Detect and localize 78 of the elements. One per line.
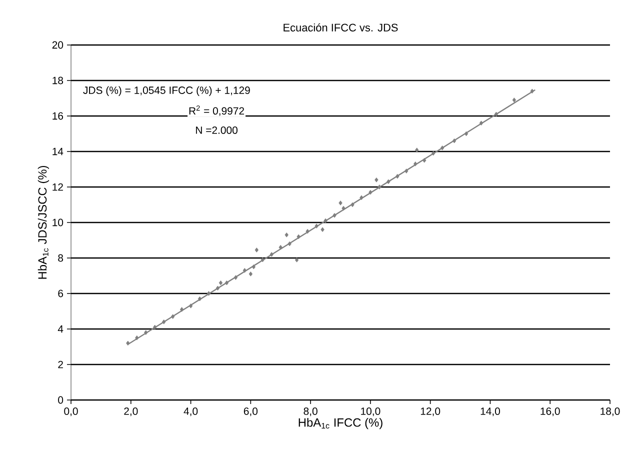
y-tick-label: 10 xyxy=(52,218,64,226)
point xyxy=(242,268,247,273)
point xyxy=(144,330,148,335)
point xyxy=(288,241,292,246)
y-tick-label: 12 xyxy=(52,183,63,191)
point xyxy=(296,234,300,240)
point xyxy=(218,280,223,286)
y-tick-label: 4 xyxy=(58,325,64,333)
point xyxy=(198,296,202,302)
point xyxy=(422,158,426,163)
point xyxy=(216,286,220,291)
x-tick-label: 16,0 xyxy=(540,408,560,416)
point xyxy=(350,202,354,208)
point xyxy=(294,258,299,262)
point xyxy=(415,148,419,152)
point xyxy=(284,232,288,238)
annotation: N =2.000 xyxy=(196,126,238,134)
point xyxy=(306,228,310,234)
annotation: JDS (%) = 1,0545 IFCC (%) + 1,129 xyxy=(83,86,250,96)
point xyxy=(530,88,534,94)
y-tick-label: 6 xyxy=(58,290,64,298)
point xyxy=(153,324,157,330)
point xyxy=(452,138,456,144)
point xyxy=(224,280,229,286)
point xyxy=(360,195,364,200)
x-tick-label: 10,0 xyxy=(361,408,380,416)
x-tick-label: 0,0 xyxy=(64,408,78,416)
point xyxy=(374,177,378,182)
point xyxy=(170,314,175,319)
point xyxy=(254,248,259,252)
y-tick-label: 14 xyxy=(52,148,64,156)
x-tick-label: 4,0 xyxy=(184,408,198,416)
point xyxy=(338,200,342,206)
point xyxy=(234,275,238,280)
y-tick-label: 20 xyxy=(52,41,64,49)
y-tick-label: 8 xyxy=(58,254,64,262)
x-tick-label: 8,0 xyxy=(304,408,318,416)
point xyxy=(440,146,444,150)
y-tick-label: 18 xyxy=(52,76,64,84)
x-tick-label: 14,0 xyxy=(480,408,500,416)
y-tick-label: 16 xyxy=(52,112,64,120)
x-tick-label: 6,0 xyxy=(244,408,258,416)
point xyxy=(180,307,184,312)
x-tick-label: 18,0 xyxy=(600,408,620,416)
point xyxy=(342,206,346,211)
x-tick-label: 12,0 xyxy=(420,408,440,416)
point xyxy=(464,131,468,136)
point xyxy=(162,319,166,324)
x-axis-title: HbA$_{1c}$ IFCC (%) xyxy=(298,418,382,430)
x-tick-label: 2,0 xyxy=(124,408,138,416)
point xyxy=(320,227,324,232)
point xyxy=(206,291,211,296)
y-axis-title: HbA$_{1c}$ JDS/JSCC (%) xyxy=(38,166,50,279)
point xyxy=(260,257,264,262)
point xyxy=(332,212,336,218)
point xyxy=(431,150,436,156)
point xyxy=(414,162,418,166)
point xyxy=(126,340,130,346)
point xyxy=(278,244,282,250)
point xyxy=(270,252,274,257)
point xyxy=(252,264,256,270)
y-tick-label: 2 xyxy=(58,360,63,368)
point xyxy=(404,168,408,174)
point xyxy=(248,272,253,276)
chart-title: Ecuación IFCC vs. JDS xyxy=(284,23,398,32)
point xyxy=(188,304,193,308)
point xyxy=(396,174,400,179)
point xyxy=(368,190,372,195)
point xyxy=(314,224,318,228)
point xyxy=(324,218,328,224)
y-tick-label: 0 xyxy=(58,396,64,404)
point xyxy=(386,179,390,184)
point xyxy=(479,120,484,126)
point xyxy=(135,335,139,340)
point xyxy=(378,184,382,190)
annotation: R$^{2}$ = 0,9972 xyxy=(189,105,244,116)
point xyxy=(494,112,498,117)
point xyxy=(512,98,516,102)
